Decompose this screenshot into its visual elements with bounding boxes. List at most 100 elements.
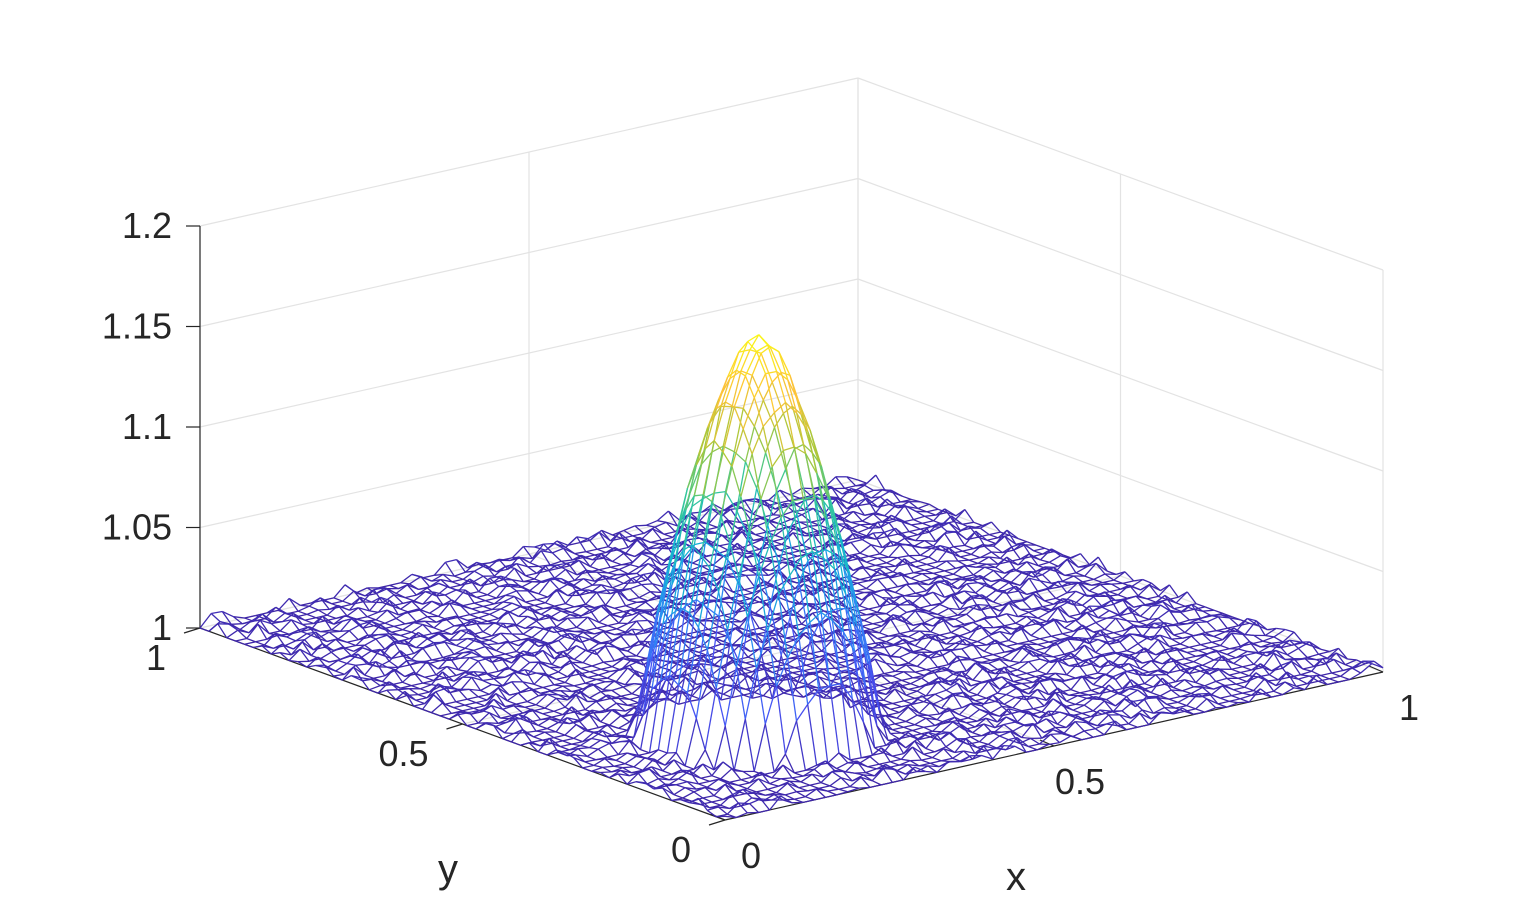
mesh-edge: [917, 636, 929, 641]
mesh-edge: [877, 503, 890, 508]
mesh-edge: [951, 515, 963, 525]
mesh-edge: [485, 564, 497, 573]
mesh-edge: [409, 635, 421, 640]
mesh-edge: [1052, 618, 1063, 635]
mesh-edge: [1111, 582, 1123, 585]
mesh-edge: [1149, 636, 1159, 641]
mesh-edge: [698, 620, 709, 630]
mesh-edge: [1150, 660, 1161, 671]
mesh-edge: [556, 625, 566, 631]
mesh-edge: [961, 671, 972, 687]
mesh-edge: [1111, 583, 1121, 590]
mesh-edge: [348, 630, 359, 641]
mesh-edge: [389, 633, 401, 637]
mesh-edge: [1209, 614, 1219, 618]
mesh-edge: [1032, 679, 1045, 684]
mesh-edge: [493, 594, 506, 605]
mesh-edge: [743, 553, 754, 568]
mesh-edge: [1248, 663, 1261, 677]
mesh-edge: [551, 552, 562, 562]
mesh-edge: [295, 633, 308, 642]
mesh-edge: [1117, 633, 1130, 641]
mesh-edge: [288, 659, 298, 663]
mesh-edge: [1028, 681, 1041, 695]
mesh-edge: [1166, 674, 1177, 683]
mesh-edge: [449, 584, 462, 589]
mesh-edge: [1215, 649, 1228, 656]
mesh-edge: [477, 660, 488, 675]
mesh-edge: [879, 540, 892, 555]
mesh-edge: [464, 671, 477, 677]
mesh-edge: [556, 589, 567, 604]
mesh-edge: [1246, 617, 1259, 627]
mesh-edge: [616, 646, 626, 657]
mesh-edge: [932, 591, 943, 604]
mesh-edge: [1224, 683, 1236, 687]
mesh-edge: [930, 654, 943, 659]
mesh-edge: [1006, 556, 1017, 571]
mesh-edge: [968, 603, 978, 608]
mesh-edge: [953, 590, 965, 595]
mesh-edge: [1164, 622, 1175, 636]
mesh-edge: [1117, 639, 1128, 652]
mesh-edge: [1035, 673, 1047, 678]
mesh-edge: [484, 645, 497, 652]
mesh-edge: [903, 638, 916, 647]
mesh-edge: [1226, 648, 1239, 656]
mesh-edge: [522, 633, 533, 639]
mesh-edge: [1324, 658, 1335, 665]
mesh-edge: [585, 649, 597, 656]
mesh-edge: [259, 619, 270, 634]
mesh-edge: [1146, 674, 1156, 677]
mesh-edge: [865, 578, 879, 590]
mesh-edge: [676, 568, 687, 583]
mesh-edge: [616, 590, 629, 601]
mesh-edge: [765, 660, 778, 665]
mesh-edge: [997, 582, 1010, 591]
mesh-edge: [948, 547, 959, 562]
mesh-edge: [564, 668, 577, 683]
mesh-edge: [388, 600, 399, 616]
mesh-edge: [667, 510, 681, 521]
mesh-edge: [293, 613, 306, 621]
mesh-edge: [1042, 574, 1052, 584]
mesh-edge: [1231, 692, 1243, 697]
mesh-edge: [1049, 561, 1059, 567]
mesh-edge: [569, 582, 580, 596]
x-tick-mark: [1368, 665, 1384, 673]
mesh-edge: [402, 622, 415, 631]
mesh-edge: [411, 623, 424, 633]
mesh-edge: [1115, 617, 1126, 631]
mesh-edge: [480, 635, 493, 640]
mesh-edge: [968, 624, 981, 640]
mesh-edge: [776, 660, 787, 666]
mesh-edge: [601, 553, 613, 563]
mesh-edge: [1022, 542, 1035, 552]
mesh-edge: [473, 645, 486, 652]
mesh-edge: [1104, 673, 1114, 678]
mesh-edge: [578, 616, 588, 619]
mesh-edge: [275, 632, 288, 638]
mesh-edge: [892, 644, 902, 648]
mesh-edge: [1157, 609, 1170, 619]
mesh-edge: [400, 600, 413, 610]
mesh-edge: [696, 628, 709, 633]
mesh-edge: [596, 645, 606, 655]
mesh-edge: [380, 596, 393, 607]
mesh-edge: [988, 604, 1001, 612]
mesh-edge: [1006, 529, 1019, 540]
mesh-edge: [825, 657, 838, 664]
mesh-edge: [587, 589, 597, 594]
mesh-edge: [647, 563, 660, 573]
mesh-edge: [623, 552, 635, 558]
mesh-edge: [981, 594, 994, 603]
mesh-edge: [652, 583, 662, 593]
mesh-edge: [1102, 632, 1114, 636]
mesh-edge: [447, 586, 457, 591]
mesh-edge: [951, 578, 961, 581]
mesh-edge: [986, 539, 997, 545]
mesh-edge: [600, 553, 611, 568]
mesh-edge: [970, 595, 981, 611]
mesh-edge: [1050, 598, 1063, 611]
mesh-edge: [1099, 664, 1112, 668]
